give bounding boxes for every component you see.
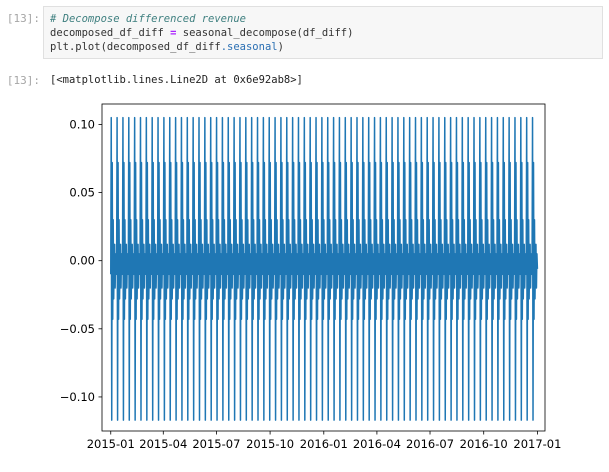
y-tick-label: 0.10 xyxy=(69,117,95,131)
x-tick-label: 2016-07 xyxy=(406,437,454,451)
x-tick-label: 2015-07 xyxy=(192,437,240,451)
input-prompt: [13]: xyxy=(6,12,40,25)
code-line-2b: seasonal_decompose(df_diff) xyxy=(182,27,354,39)
x-tick-label: 2016-10 xyxy=(460,437,508,451)
seasonal-series-line xyxy=(110,116,539,421)
output-text: [<matplotlib.lines.Line2D at 0x6e92ab8>] xyxy=(50,74,303,86)
x-tick-label: 2016-01 xyxy=(300,437,348,451)
y-tick-label: 0.05 xyxy=(69,186,95,200)
code-line-2op: = xyxy=(163,27,183,39)
code-line-3b: .plot(decomposed_df_diff xyxy=(68,41,221,53)
x-tick-label: 2017-01 xyxy=(513,437,561,451)
code-line-3d: ) xyxy=(277,41,284,53)
x-tick-label: 2015-04 xyxy=(139,437,187,451)
code-comment: # Decompose differenced revenue xyxy=(50,13,246,25)
code-line-2a: decomposed_df_diff xyxy=(50,27,164,39)
code-line-3a: plt xyxy=(50,41,69,53)
x-tick-label: 2015-01 xyxy=(87,437,135,451)
code-cell[interactable]: # Decompose differenced revenue decompos… xyxy=(43,6,603,59)
y-tick-label: 0.00 xyxy=(69,254,95,268)
y-tick-label: −0.10 xyxy=(60,390,95,404)
x-tick-label: 2015-10 xyxy=(246,437,294,451)
x-tick-label: 2016-04 xyxy=(353,437,401,451)
code-line-3c: .seasonal xyxy=(220,41,278,53)
output-prompt: [13]: xyxy=(6,74,40,87)
y-tick-label: −0.05 xyxy=(60,322,95,336)
